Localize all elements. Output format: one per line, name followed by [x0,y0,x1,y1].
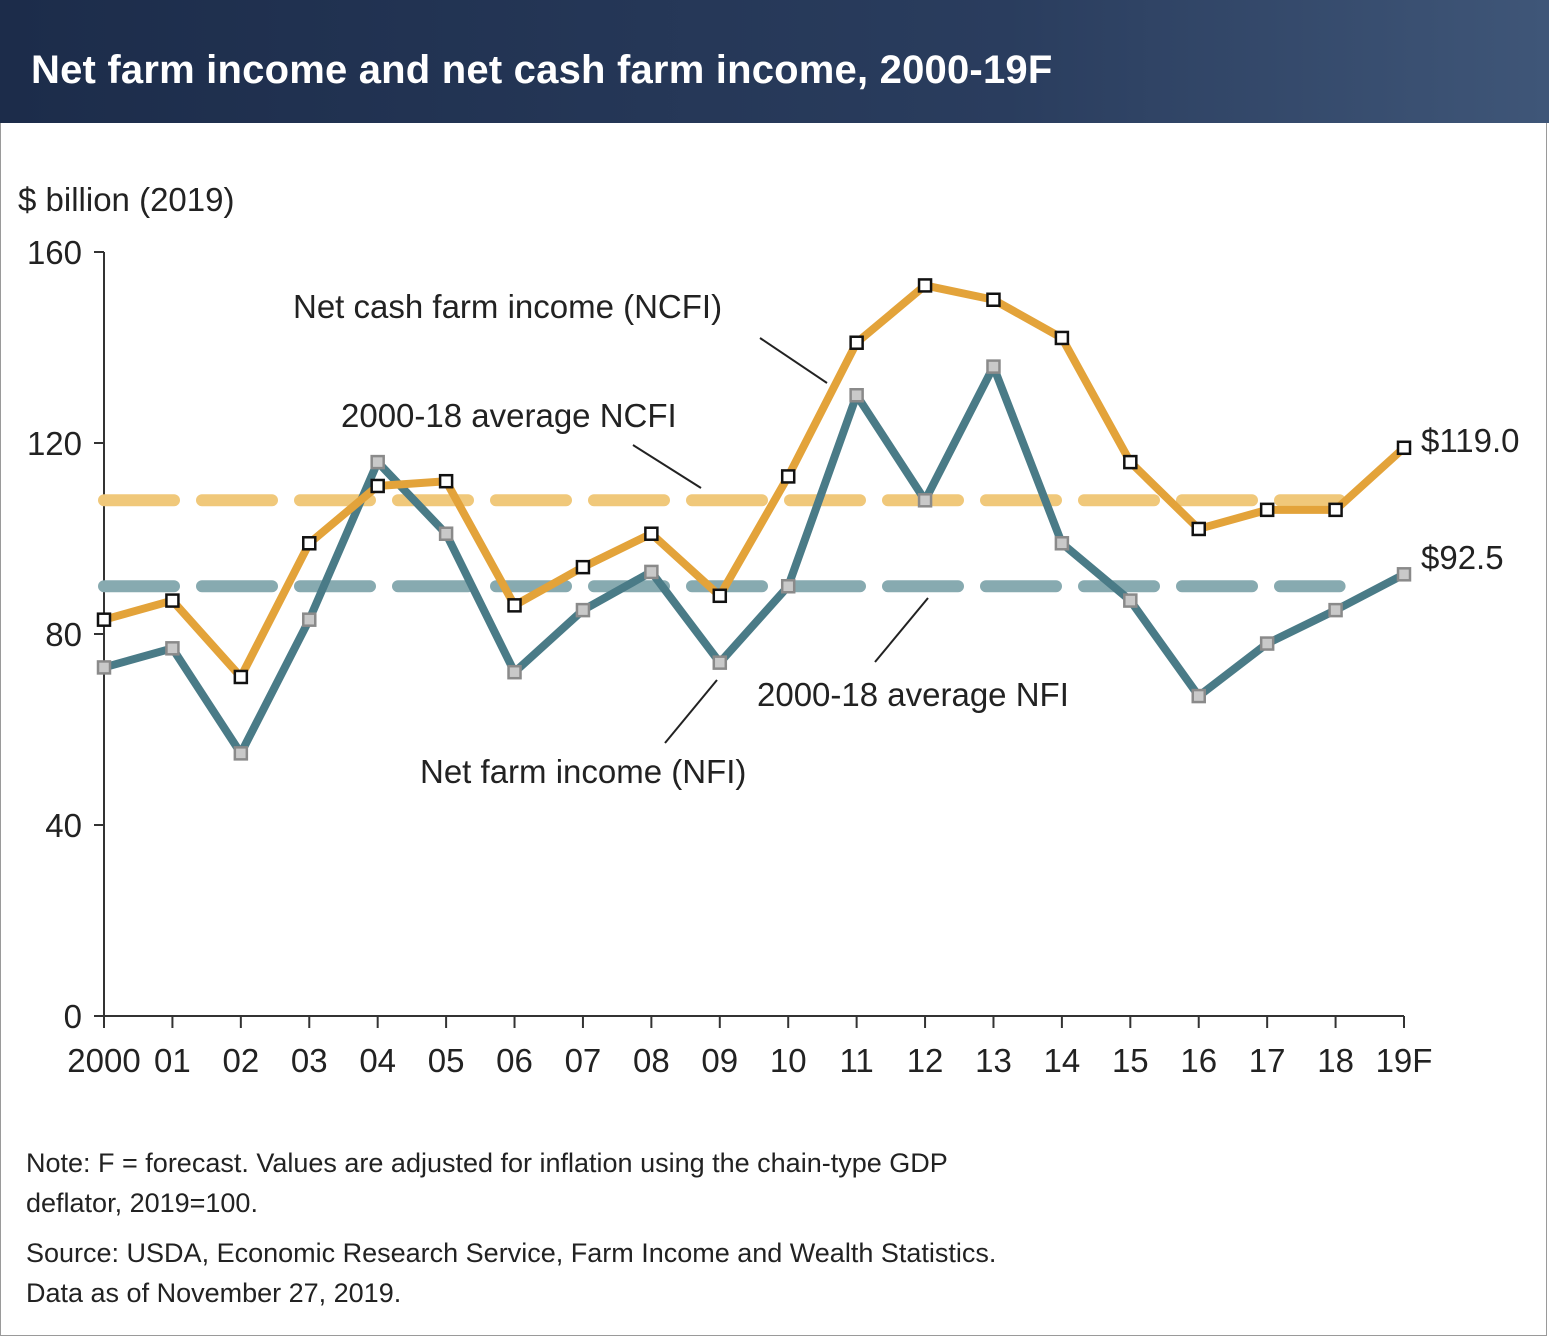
nfi-data-point [370,454,385,470]
x-tick-label: 14 [1044,1042,1081,1079]
ncfi-data-point [233,669,249,685]
x-tick-label: 11 [839,1042,873,1079]
x-tick-label: 18 [1317,1042,1354,1079]
nfi-data-point [644,564,659,580]
ncfi-data-point [1123,454,1138,470]
nfi-data-point [986,359,1001,374]
y-axis-label: $ billion (2019) [18,181,234,218]
nfi-data-point [1259,636,1275,651]
nfi-data-point [712,655,728,670]
ncfi-data-point [849,335,864,350]
nfi-data-point [507,664,522,680]
source-line-1: Source: USDA, Economic Research Service,… [26,1238,997,1268]
y-tick-label: 80 [45,616,82,653]
nfi-data-point [165,641,180,656]
nfi-end-value-label: $92.5 [1421,539,1504,576]
y-tick-label: 40 [45,807,82,844]
ncfi-data-point [1191,521,1206,537]
source-line-2: Data as of November 27, 2019. [26,1278,402,1308]
chart-note: Note: F = forecast. Values are adjusted … [26,1143,1126,1223]
x-tick-label: 15 [1112,1042,1149,1079]
x-tick-label: 10 [770,1042,807,1079]
x-tick-label: 01 [154,1042,191,1079]
x-tick-label: 2000 [67,1042,140,1079]
x-axis: 2000 01 02 03 04 05 06 07 08 09 10 11 12 13 14 15 16 17 18… [67,1015,1433,1079]
nfi-average-leader-line [874,597,929,663]
note-line-2: deflator, 2019=100. [26,1188,258,1218]
x-tick-label: 16 [1180,1042,1217,1079]
ncfi-series-label: Net cash farm income (NCFI) [293,288,722,325]
nfi-data-point [233,746,249,761]
ncfi-data-point [644,526,659,541]
nfi-data-point [849,388,864,403]
ncfi-average-leader-line [632,444,702,489]
x-tick-label: 06 [496,1042,533,1079]
nfi-average-label: 2000-18 average NFI [757,676,1069,713]
ncfi-data-point [575,559,591,575]
series-markers [96,278,1412,761]
chart-title: Net farm income and net cash farm income… [31,48,1053,92]
y-axis: 0 40 80 120 160 [27,234,105,1035]
nfi-data-point [438,526,454,541]
ncfi-leader-line [759,337,828,384]
y-tick-label: 0 [64,998,82,1035]
ncfi-data-point [507,598,522,613]
nfi-data-point [575,602,591,618]
ncfi-data-point [712,588,728,604]
x-tick-label: 12 [907,1042,944,1079]
nfi-data-point [1054,536,1070,551]
x-tick-label: 03 [291,1042,328,1079]
nfi-data-point [1123,593,1138,608]
x-tick-label: 04 [359,1042,396,1079]
note-line-1: Note: F = forecast. Values are adjusted … [26,1148,948,1178]
series-lines [100,281,1408,758]
ncfi-data-point [96,612,112,627]
nfi-data-point [96,660,112,675]
ncfi-data-point [1054,330,1070,346]
x-tick-label: 07 [565,1042,602,1079]
title-banner: Net farm income and net cash farm income… [0,0,1549,123]
nfi-data-point [1191,688,1206,704]
ncfi-data-point [780,469,796,484]
x-tick-label: 19F [1376,1042,1433,1079]
x-tick-label: 02 [222,1042,259,1079]
x-tick-label: 05 [428,1042,465,1079]
x-tick-label: 17 [1249,1042,1286,1079]
nfi-data-point [1396,567,1412,582]
nfi-data-point [302,612,317,627]
nfi-data-point [917,493,933,508]
y-tick-label: 160 [27,234,82,271]
x-tick-label: 13 [975,1042,1012,1079]
ncfi-average-label: 2000-18 average NCFI [341,397,677,434]
nfi-leader-line [664,679,718,744]
ncfi-end-value-label: $119.0 [1421,422,1519,459]
x-tick-label: 08 [633,1042,670,1079]
ncfi-data-point [1259,502,1275,518]
nfi-data-point [780,579,796,594]
ncfi-data-point [370,478,385,494]
nfi-series-label: Net farm income (NFI) [420,753,746,790]
nfi-data-point [1328,602,1343,618]
ncfi-data-point [986,292,1001,307]
ncfi-data-point [1328,502,1343,518]
ncfi-data-point [438,473,454,489]
ncfi-data-point [917,278,933,293]
chart-source: Source: USDA, Economic Research Service,… [26,1233,1226,1313]
y-tick-label: 120 [27,425,82,462]
ncfi-line [100,281,1408,681]
average-lines [98,494,1346,593]
ncfi-data-point [165,593,180,608]
x-tick-label: 09 [701,1042,738,1079]
ncfi-data-point [1396,440,1412,456]
nfi-line [100,362,1408,758]
ncfi-data-point [302,536,317,551]
